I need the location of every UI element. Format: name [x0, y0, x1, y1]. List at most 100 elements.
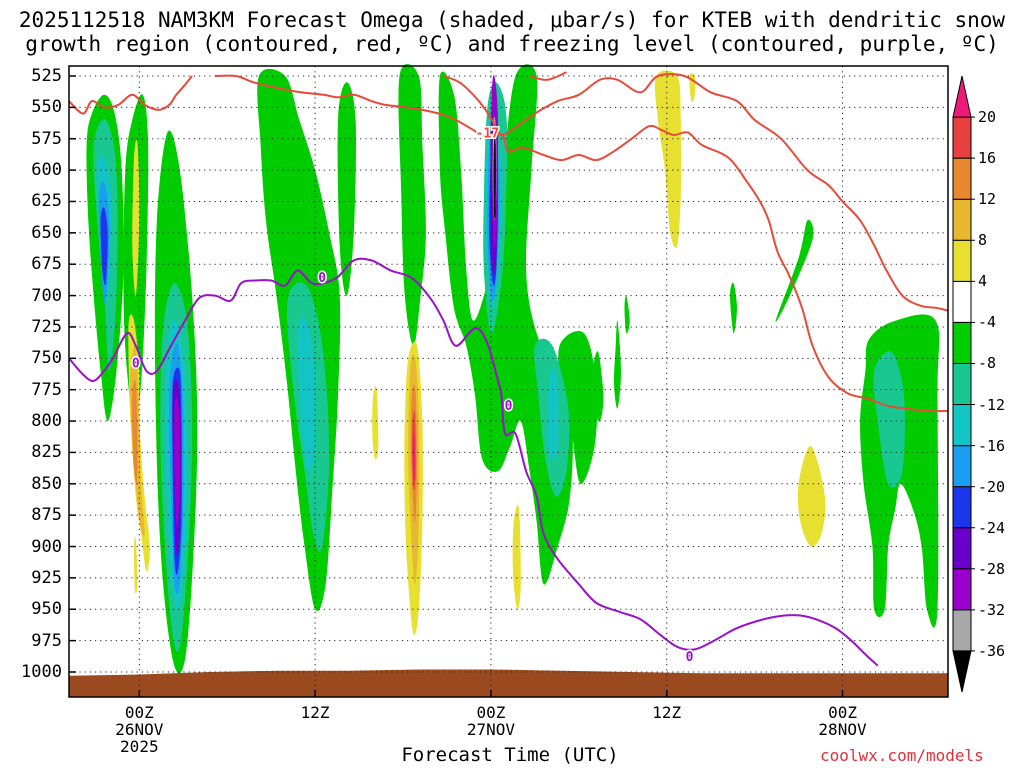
y-tick-label: 750	[31, 348, 62, 369]
colorbar-tick-label: -4	[978, 313, 997, 332]
colorbar-cell-6	[952, 404, 972, 447]
omega-area-neg8	[873, 351, 905, 488]
y-tick-label: 625	[31, 191, 62, 212]
x-tick-label: 26NOV	[115, 720, 164, 739]
omega-area-neg36	[493, 137, 496, 219]
colorbar-tick-label: 8	[978, 231, 988, 250]
omega-area-4	[372, 385, 379, 460]
colorbar-cell-8	[952, 321, 972, 364]
x-tick-label: 27NOV	[466, 720, 515, 739]
omega-area-neg12	[297, 317, 317, 473]
colorbar-tick-label: 4	[978, 272, 988, 291]
omega-area-neg4	[730, 282, 737, 334]
freezing-level-label-3: 0	[686, 650, 694, 665]
colorbar-tick-label: 12	[978, 190, 997, 209]
colorbar-cell-2	[952, 568, 972, 611]
omega-area-20	[412, 433, 416, 482]
colorbar-tick-label: -16	[978, 436, 1006, 455]
x-tick-label: 2025	[120, 737, 159, 756]
x-tick-label: 00Z	[828, 703, 857, 722]
terrain-ground	[69, 669, 948, 697]
x-tick-label: 00Z	[476, 703, 506, 722]
omega-area-4	[689, 73, 696, 103]
x-tick-label: 12Z	[652, 703, 682, 722]
omega-area-4	[132, 139, 140, 296]
colorbar-cell-14	[952, 75, 972, 118]
x-tick-label: 12Z	[300, 703, 330, 722]
omega-area-neg4	[613, 320, 621, 409]
colorbar-tick-label: 20	[978, 108, 997, 127]
y-tick-label: 850	[31, 473, 62, 494]
colorbar-tick-label: -8	[978, 354, 997, 373]
colorbar-cell-12	[952, 157, 972, 200]
chart-title-line-1: 2025112518 NAM3KM Forecast Omega (shaded…	[18, 8, 1006, 32]
dgz-contour-3	[443, 72, 949, 312]
colorbar-cell-11	[952, 198, 972, 241]
omega-area-neg4	[775, 219, 814, 322]
colorbar-cell-3	[952, 527, 972, 570]
dgz-contour-2	[529, 71, 567, 81]
y-tick-label: 950	[31, 599, 62, 620]
y-tick-label: 800	[31, 411, 62, 432]
omega-area-neg20	[100, 207, 108, 286]
colorbar	[952, 75, 975, 693]
y-tick-label: 725	[31, 316, 62, 337]
omega-area-neg12	[547, 368, 559, 461]
omega-area-4	[512, 504, 521, 610]
colorbar-tick-label: -24	[978, 518, 1006, 537]
y-tick-label: 775	[31, 379, 62, 400]
dgz-contour-label: -17	[476, 126, 499, 141]
x-tick-label: 28NOV	[818, 720, 867, 739]
colorbar-tick-label: -28	[978, 559, 1006, 578]
y-tick-label: 550	[31, 97, 62, 118]
colorbar-cell-0	[952, 650, 972, 693]
colorbar-tick-label: -20	[978, 477, 1006, 496]
dgz-contour-0	[68, 75, 193, 115]
x-axis-label: Forecast Time (UTC)	[401, 744, 619, 766]
y-tick-label: 675	[31, 254, 62, 275]
y-tick-label: 975	[31, 630, 62, 651]
colorbar-tick-label: 16	[978, 149, 997, 168]
colorbar-cell-13	[952, 116, 972, 159]
y-tick-label: 875	[31, 505, 62, 526]
colorbar-cell-5	[952, 445, 972, 488]
colorbar-cell-9	[952, 280, 972, 323]
colorbar-tick-label: -36	[978, 641, 1006, 660]
y-tick-label: 825	[31, 442, 62, 463]
freezing-level-contour	[68, 257, 879, 667]
frame-layer	[68, 65, 949, 698]
y-tick-label: 900	[31, 536, 62, 557]
colorbar-cell-1	[952, 609, 972, 652]
freezing-level-label-1: 0	[318, 271, 326, 286]
omega-area-neg4	[438, 64, 573, 585]
credit-text: coolwx.com/models	[820, 746, 984, 765]
dgz-contour-1	[214, 74, 949, 413]
colorbar-tick-label: -12	[978, 395, 1006, 414]
plot-frame	[68, 65, 949, 698]
omega-area-neg4	[592, 351, 604, 422]
colorbar-cell-4	[952, 486, 972, 529]
y-tick-label: 1000	[21, 662, 62, 682]
y-tick-label: 600	[31, 160, 62, 181]
omega-area-4	[133, 537, 138, 594]
contour-layer: 0 0 0 0 -17	[68, 71, 949, 667]
y-tick-label: 575	[31, 128, 62, 149]
colorbar-cell-10	[952, 239, 972, 282]
colorbar-tick-label: -32	[978, 600, 1006, 619]
omega-area-neg28	[174, 397, 180, 529]
omega-shading-layer	[69, 64, 948, 697]
omega-area-4	[797, 445, 826, 547]
omega-area-neg4	[624, 295, 630, 334]
y-tick-label: 650	[31, 222, 62, 243]
colorbar-cell-7	[952, 362, 972, 406]
y-tick-label: 925	[31, 567, 62, 588]
freezing-level-label-2: 0	[505, 399, 513, 414]
omega-area-neg4	[337, 82, 356, 296]
freezing-level-label-0: 0	[132, 356, 140, 371]
chart-title-line-2: growth region (contoured, red, ºC) and f…	[25, 32, 999, 56]
y-tick-label: 525	[31, 66, 62, 86]
omega-area-4	[654, 70, 682, 248]
omega-area-neg4	[558, 331, 598, 484]
x-tick-label: 00Z	[124, 703, 154, 722]
